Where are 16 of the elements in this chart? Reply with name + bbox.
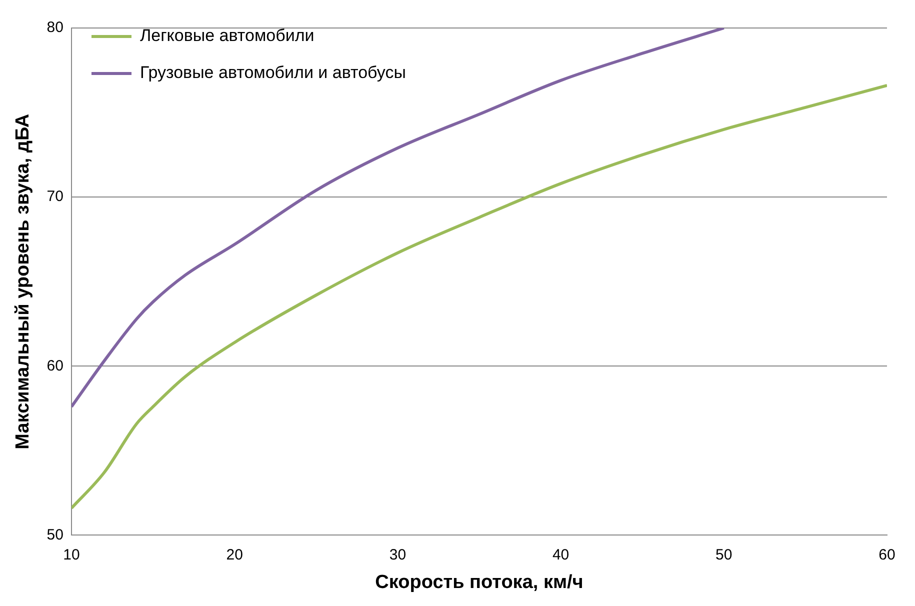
y-tick-label: 50 bbox=[46, 526, 64, 544]
y-axis-title: Максимальный уровень звука, дБА bbox=[12, 114, 34, 450]
x-tick-label: 30 bbox=[389, 546, 406, 564]
x-tick-label: 20 bbox=[226, 546, 243, 564]
y-tick-label: 70 bbox=[46, 188, 64, 206]
x-tick-label: 10 bbox=[63, 546, 80, 564]
line-series bbox=[71, 84, 887, 510]
legend-label: Грузовые автомобили и автобусы bbox=[140, 63, 406, 82]
x-tick-label: 50 bbox=[716, 546, 732, 564]
x-axis-title: Скорость потока, км/ч bbox=[375, 572, 584, 593]
x-tick-label: 60 bbox=[878, 546, 896, 564]
x-tick-label: 40 bbox=[552, 546, 570, 564]
line-series bbox=[71, 28, 726, 408]
y-tick-label: 80 bbox=[46, 19, 64, 36]
y-tick-label: 60 bbox=[46, 357, 64, 374]
legend-label: Легковые автомобили bbox=[140, 26, 314, 46]
